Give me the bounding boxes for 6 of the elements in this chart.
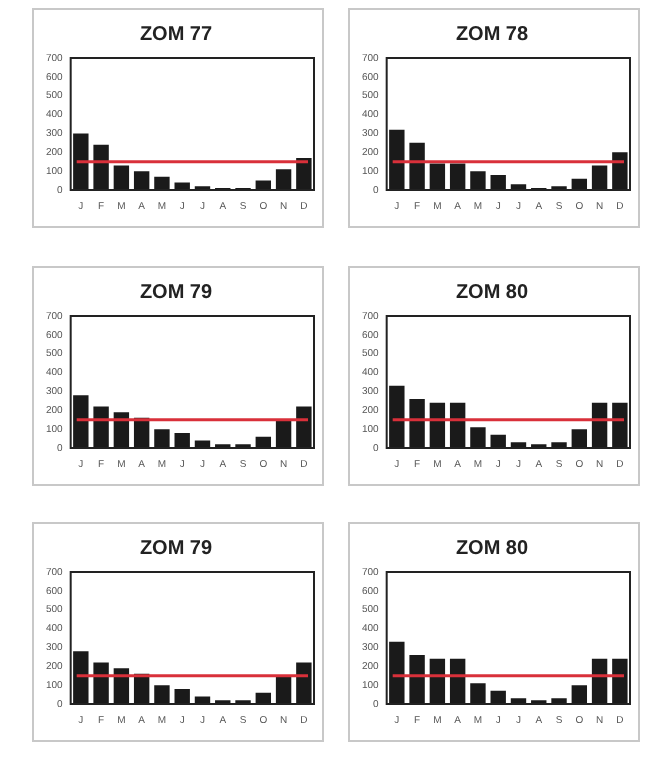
chart-title: ZOM 79: [139, 537, 213, 560]
chart-title: ZOM 79: [139, 281, 213, 304]
chart-title: ZOM 77: [139, 23, 213, 46]
chart-title: ZOM 80: [455, 537, 529, 560]
chart-title: ZOM 78: [455, 23, 529, 46]
chart-title: ZOM 80: [455, 281, 529, 304]
